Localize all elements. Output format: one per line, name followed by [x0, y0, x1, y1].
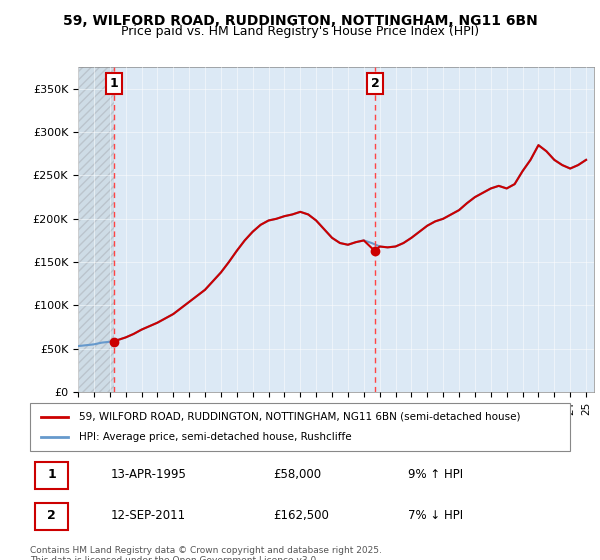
- Text: 12-SEP-2011: 12-SEP-2011: [111, 509, 186, 522]
- Bar: [78, 67, 114, 392]
- FancyBboxPatch shape: [30, 403, 570, 451]
- FancyBboxPatch shape: [35, 503, 68, 530]
- Bar: [78, 67, 114, 392]
- Text: £162,500: £162,500: [273, 509, 329, 522]
- Text: Contains HM Land Registry data © Crown copyright and database right 2025.
This d: Contains HM Land Registry data © Crown c…: [30, 546, 382, 560]
- Text: 59, WILFORD ROAD, RUDDINGTON, NOTTINGHAM, NG11 6BN (semi-detached house): 59, WILFORD ROAD, RUDDINGTON, NOTTINGHAM…: [79, 412, 520, 422]
- Text: 2: 2: [47, 509, 56, 522]
- Text: Price paid vs. HM Land Registry's House Price Index (HPI): Price paid vs. HM Land Registry's House …: [121, 25, 479, 38]
- FancyBboxPatch shape: [35, 462, 68, 489]
- Text: £58,000: £58,000: [273, 468, 321, 481]
- Text: 2: 2: [371, 77, 379, 90]
- Text: 1: 1: [110, 77, 119, 90]
- Text: HPI: Average price, semi-detached house, Rushcliffe: HPI: Average price, semi-detached house,…: [79, 432, 351, 442]
- Text: 7% ↓ HPI: 7% ↓ HPI: [408, 509, 463, 522]
- Text: 9% ↑ HPI: 9% ↑ HPI: [408, 468, 463, 481]
- Text: 13-APR-1995: 13-APR-1995: [111, 468, 187, 481]
- Text: 59, WILFORD ROAD, RUDDINGTON, NOTTINGHAM, NG11 6BN: 59, WILFORD ROAD, RUDDINGTON, NOTTINGHAM…: [62, 14, 538, 28]
- Text: 1: 1: [47, 468, 56, 481]
